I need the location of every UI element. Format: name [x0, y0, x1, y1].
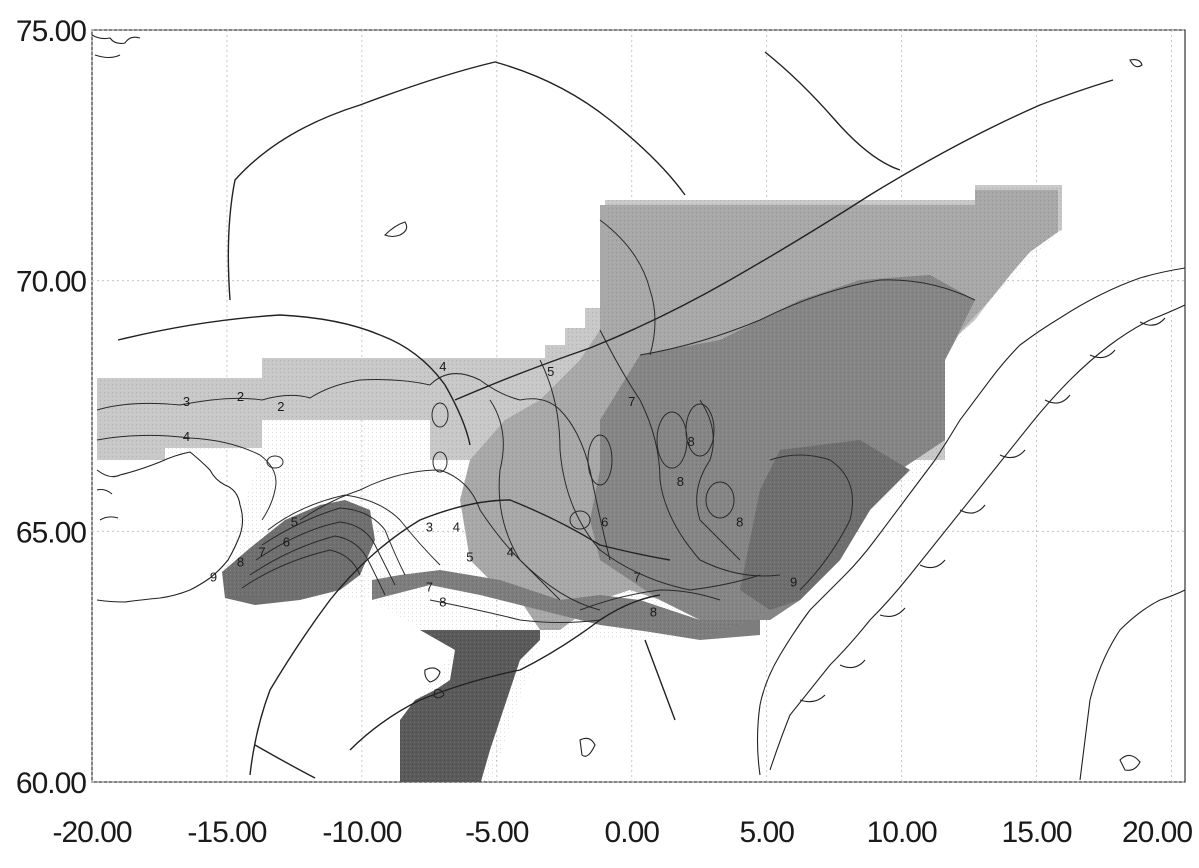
contour-label: 4: [507, 544, 514, 559]
iceland-coast: [96, 451, 244, 603]
contour-label: 2: [277, 399, 284, 414]
contour-label: 8: [650, 605, 657, 620]
y-axis-ticks: 75.00 70.00 65.00 60.00: [16, 15, 87, 800]
coastlines: [92, 34, 1185, 781]
contour-label: 3: [183, 394, 190, 409]
contour-label: 7: [426, 579, 433, 594]
x-tick-label: 15.00: [1002, 816, 1072, 849]
y-tick-label: 75.00: [16, 15, 86, 48]
front-lines: [117, 51, 1114, 779]
x-tick-label: -15.00: [187, 816, 266, 849]
contour-label: 8: [677, 474, 684, 489]
contour-label: 6: [283, 534, 290, 549]
contour-label: 8: [688, 434, 695, 449]
y-tick-label: 60.00: [16, 767, 86, 800]
contour-label: 4: [439, 359, 446, 374]
contour-label: 4: [183, 429, 190, 444]
contour-label: 7: [628, 394, 635, 409]
norway-coast: [756, 267, 1185, 776]
y-tick-label: 65.00: [16, 516, 86, 549]
contour-label: 9: [790, 574, 797, 589]
contour-label: 5: [291, 514, 298, 529]
y-tick-label: 70.00: [16, 266, 86, 299]
x-tick-label: -20.00: [52, 816, 131, 849]
x-tick-label: -10.00: [322, 816, 401, 849]
field-shading: [97, 185, 1062, 782]
contour-lines: [96, 219, 976, 623]
contour-label: 8: [439, 595, 446, 610]
contour-label: 2: [237, 389, 244, 404]
contour-label: 4: [453, 519, 460, 534]
x-tick-label: 10.00: [867, 816, 937, 849]
x-axis-ticks: -20.00 -15.00 -10.00 -5.00 0.00 5.00 10.00 15.0…: [52, 816, 1193, 849]
contour-label: 6: [601, 514, 608, 529]
x-tick-label: 5.00: [739, 816, 794, 849]
contour-label: 3: [426, 519, 433, 534]
x-tick-label: 20.00: [1122, 816, 1192, 849]
contour-label: 5: [547, 364, 554, 379]
contour-label: 9: [210, 569, 217, 584]
contour-label: 8: [736, 514, 743, 529]
x-tick-label: 0.00: [605, 816, 660, 849]
contour-label: 7: [634, 569, 641, 584]
contour-label: 5: [466, 549, 473, 564]
contour-label: 8: [237, 554, 244, 569]
contour-label: 7: [258, 544, 265, 559]
x-tick-label: -5.00: [465, 816, 529, 849]
